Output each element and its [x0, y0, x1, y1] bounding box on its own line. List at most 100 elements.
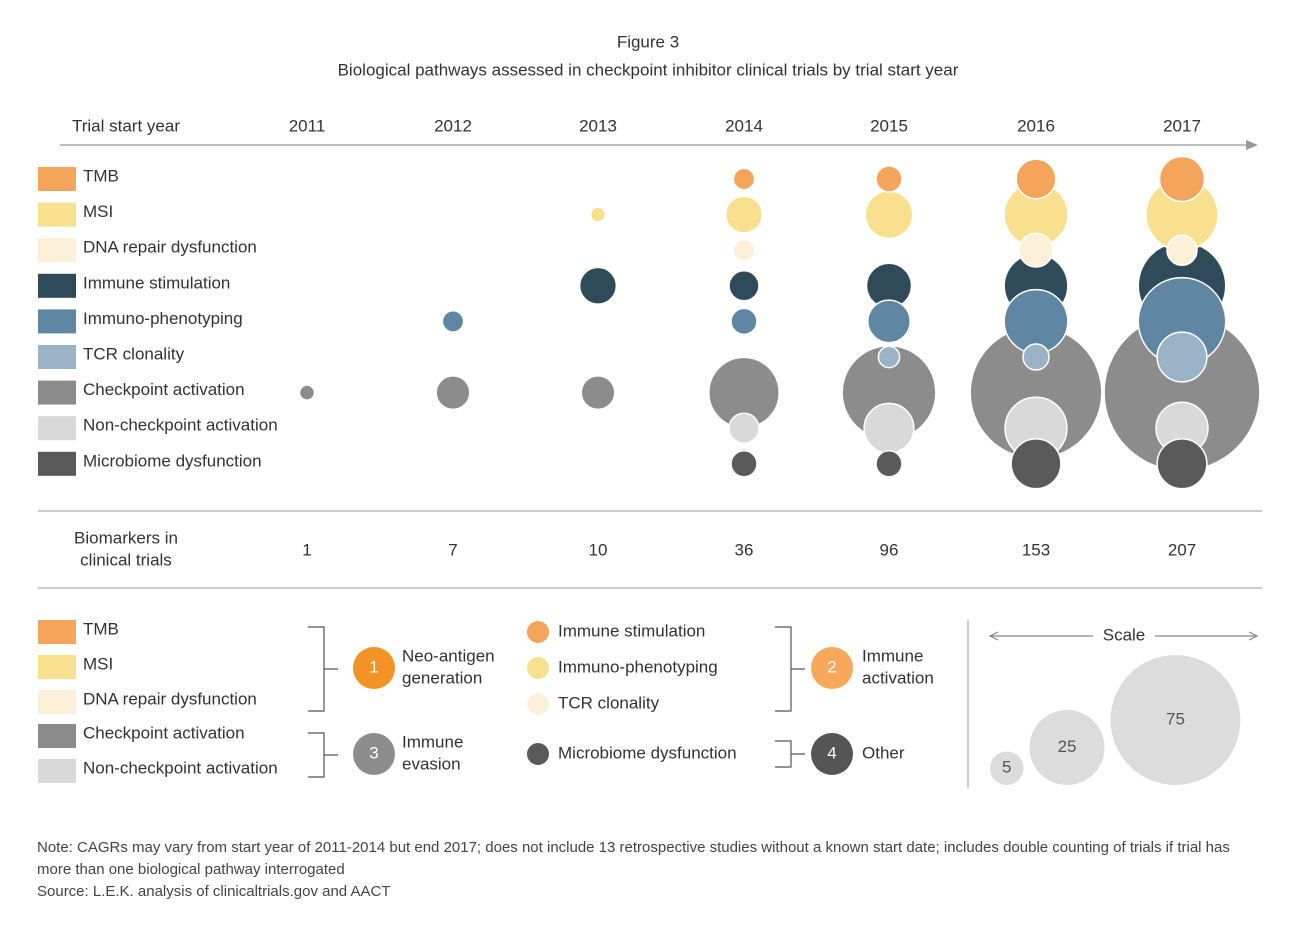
legend-label: Non-checkpoint activation — [83, 758, 278, 777]
group-badge — [353, 733, 395, 775]
legend-swatch — [38, 309, 76, 334]
scale-arrow — [988, 631, 1259, 641]
bubble — [1166, 234, 1198, 266]
bubble — [864, 190, 914, 240]
legend-swatch — [38, 380, 76, 405]
legend-swatch — [38, 238, 76, 263]
bubble — [298, 384, 316, 401]
legend-label: TCR clonality — [558, 693, 660, 712]
totals-label: Biomarkers in — [74, 528, 178, 547]
group-label: activation — [862, 668, 934, 687]
chart-title: Figure 3 — [617, 32, 679, 51]
bubble — [867, 299, 911, 344]
bracket — [775, 740, 805, 768]
legend-label: TMB — [83, 166, 119, 185]
legend-label: MSI — [83, 202, 113, 221]
scale-bubble — [1110, 655, 1241, 785]
bubble — [1156, 438, 1208, 490]
bubble — [1158, 155, 1206, 203]
legend-label: DNA repair dysfunction — [83, 689, 257, 708]
bracket — [775, 626, 805, 712]
x-tick-label: 2017 — [1163, 116, 1201, 135]
legend-label: TCR clonality — [83, 344, 185, 363]
bubble — [730, 307, 758, 336]
legend-label: Checkpoint activation — [83, 380, 245, 399]
legend-swatch — [38, 451, 76, 476]
legend-label: Non-checkpoint activation — [83, 416, 278, 435]
scale-label: Scale — [1103, 625, 1146, 644]
legend-label: TMB — [83, 619, 119, 638]
x-tick-label: 2012 — [434, 116, 472, 135]
group-label: evasion — [402, 754, 461, 773]
source: Source: L.E.K. analysis of clinicaltrial… — [37, 883, 391, 900]
total-value: 36 — [735, 540, 754, 559]
group-badge — [811, 733, 853, 775]
group-badge — [353, 647, 395, 689]
bubble — [732, 238, 756, 262]
bubble — [730, 450, 758, 478]
chart: Figure 3 Biological pathways assessed in… — [38, 32, 1262, 788]
legend-label: Immune stimulation — [83, 273, 230, 292]
x-tick-label: 2013 — [579, 116, 617, 135]
legend-dot — [527, 621, 549, 643]
total-value: 10 — [589, 540, 608, 559]
group-number: 3 — [369, 743, 378, 762]
total-value: 96 — [880, 540, 899, 559]
bubble — [1156, 331, 1208, 383]
legend-label: Immuno-phenotyping — [558, 657, 718, 676]
scale-value: 5 — [1002, 758, 1011, 777]
scale-value: 75 — [1166, 710, 1185, 729]
bubble — [1022, 343, 1050, 371]
group-number: 1 — [369, 657, 378, 676]
x-tick-label: 2015 — [870, 116, 908, 135]
group-label: Other — [862, 743, 905, 762]
legend-swatch — [38, 690, 76, 714]
legend-swatch — [38, 167, 76, 191]
total-value: 153 — [1022, 540, 1050, 559]
x-tick-label: 2014 — [725, 116, 763, 135]
total-value: 7 — [448, 540, 457, 559]
group-label: Immune — [402, 732, 463, 751]
axis-arrow — [1246, 140, 1258, 150]
bubble — [1018, 232, 1054, 268]
legend-label: MSI — [83, 654, 113, 673]
legend-swatch — [38, 724, 76, 748]
total-value: 207 — [1168, 540, 1196, 559]
bubble — [578, 266, 618, 305]
legend-label: DNA repair dysfunction — [83, 238, 257, 257]
bubble — [589, 206, 607, 223]
legend-swatch — [38, 345, 76, 369]
bubble — [435, 375, 471, 411]
group-badge — [811, 647, 853, 689]
group-label: Neo-antigen — [402, 646, 495, 665]
legend-label: Immuno-phenotyping — [83, 309, 243, 328]
legend-label: Checkpoint activation — [83, 723, 245, 742]
scale-bubble — [990, 751, 1024, 785]
bracket — [308, 626, 338, 712]
legend-swatch — [38, 416, 76, 441]
chart-subtitle: Biological pathways assessed in checkpoi… — [338, 60, 959, 79]
legend-label: Immune stimulation — [558, 621, 705, 640]
legend-swatch — [38, 759, 76, 783]
bubble — [875, 450, 903, 478]
legend-dot — [527, 693, 549, 715]
legend-label: Microbiome dysfunction — [83, 451, 262, 470]
bracket — [308, 732, 338, 778]
group-number: 2 — [827, 657, 836, 676]
totals-label: clinical trials — [80, 550, 172, 569]
bubble — [1010, 438, 1062, 490]
bubble — [1015, 158, 1057, 200]
bubble — [728, 412, 760, 444]
legend-swatch — [38, 620, 76, 644]
notes: Note: CAGRs may vary from start year of … — [37, 837, 1262, 903]
note: Note: CAGRs may vary from start year of … — [37, 839, 1230, 878]
bubble — [724, 195, 764, 234]
bubble — [877, 345, 901, 369]
legend-swatch — [38, 273, 76, 298]
bubble — [441, 310, 465, 333]
group-number: 4 — [827, 743, 836, 762]
legend-label: Microbiome dysfunction — [558, 743, 737, 762]
bubble — [875, 165, 903, 193]
legend-swatch — [38, 202, 76, 227]
